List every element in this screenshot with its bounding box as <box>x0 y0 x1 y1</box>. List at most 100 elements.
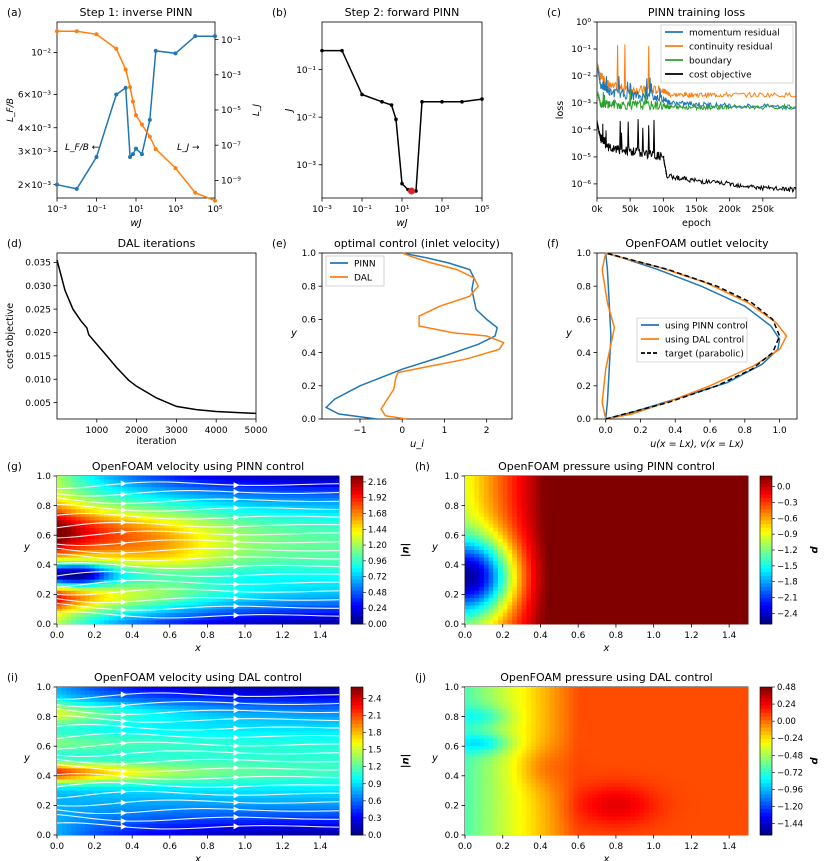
heatmap-cell <box>287 546 293 551</box>
heatmap-cell <box>75 513 81 518</box>
heatmap-cell <box>146 505 152 510</box>
colorbar-cell <box>351 479 363 484</box>
heatmap-cell <box>667 575 673 580</box>
heatmap-cell <box>488 487 494 492</box>
heatmap-cell <box>521 605 527 610</box>
heatmap-cell <box>582 616 589 621</box>
heatmap-cell <box>113 598 119 603</box>
heatmap-cell <box>235 590 241 595</box>
heatmap-cell <box>639 476 645 481</box>
heatmap-cell <box>601 501 607 506</box>
heatmap-cell <box>625 594 631 599</box>
heatmap-cell <box>507 579 513 584</box>
heatmap-cell <box>89 524 95 529</box>
heatmap-cell <box>526 538 532 543</box>
heatmap-cell <box>240 590 246 595</box>
heatmap-cell <box>113 568 119 573</box>
heatmap-cell <box>653 550 659 555</box>
heatmap-cell <box>465 572 471 577</box>
heatmap-cell <box>179 494 185 499</box>
heatmap-cell <box>263 487 269 492</box>
heatmap-cell <box>207 483 213 488</box>
heatmap-cell <box>85 616 91 621</box>
heatmap-cell <box>169 509 175 514</box>
heatmap-cell <box>653 620 659 625</box>
heatmap-cell <box>507 616 513 621</box>
heatmap-cell <box>667 520 673 525</box>
heatmap-cell <box>582 572 589 577</box>
streamline-arrow <box>233 588 240 595</box>
heatmap-cell <box>630 527 636 532</box>
heatmap-cell <box>254 564 260 569</box>
heatmap-cell <box>155 501 161 506</box>
heatmap-cell <box>160 612 166 617</box>
heatmap-cell <box>127 616 133 621</box>
heatmap-cell <box>334 583 340 588</box>
heatmap-cell <box>310 575 316 580</box>
data-point <box>440 100 444 104</box>
heatmap-cell <box>554 524 560 529</box>
heatmap-cell <box>507 561 513 566</box>
heatmap-cell <box>479 605 485 610</box>
heatmap-cell <box>207 583 213 588</box>
heatmap-cell <box>644 513 650 518</box>
heatmap-cell <box>61 546 67 551</box>
heatmap-cell <box>277 501 283 506</box>
heatmap-cell <box>573 612 579 617</box>
heatmap-cell <box>582 579 589 584</box>
heatmap-cell <box>198 505 204 510</box>
heatmap-cell <box>240 575 246 580</box>
heatmap-cell <box>469 579 475 584</box>
heatmap-cell <box>507 527 513 532</box>
heatmap-cell <box>634 616 640 621</box>
heatmap-cell <box>263 609 269 614</box>
heatmap-cell <box>160 487 166 492</box>
heatmap-cell <box>696 509 702 514</box>
heatmap-cell <box>165 538 171 543</box>
heatmap-cell <box>648 542 655 547</box>
heatmap-cell <box>324 509 330 514</box>
heatmap-cell <box>174 546 180 551</box>
heatmap-cell <box>315 520 321 525</box>
heatmap-cell <box>648 587 655 592</box>
heatmap-cell <box>75 601 81 606</box>
heatmap-cell <box>644 601 650 606</box>
heatmap-cell <box>146 564 152 569</box>
heatmap-cell <box>677 579 683 584</box>
heatmap-cell <box>474 550 480 555</box>
heatmap-cell <box>615 490 622 495</box>
heatmap-cell <box>573 524 579 529</box>
heatmap-cell <box>296 476 302 481</box>
heatmap-cell <box>202 498 208 503</box>
panel-g: OpenFOAM velocity using PINN control(g)0… <box>7 460 411 654</box>
heatmap-cell <box>705 590 711 595</box>
heatmap-cell <box>507 505 513 510</box>
heatmap-cell <box>179 612 185 617</box>
heatmap-cell <box>174 531 180 536</box>
heatmap-cell <box>549 509 556 514</box>
heatmap-cell <box>573 572 579 577</box>
heatmap-cell <box>658 483 664 488</box>
heatmap-cell <box>136 616 142 621</box>
heatmap-cell <box>587 583 593 588</box>
heatmap-cell <box>89 609 95 614</box>
heatmap-cell <box>531 612 537 617</box>
heatmap-cell <box>465 531 471 536</box>
heatmap-cell <box>493 601 499 606</box>
heatmap-cell <box>691 553 697 558</box>
heatmap-cell <box>141 594 147 599</box>
heatmap-cell <box>658 590 664 595</box>
heatmap-cell <box>146 483 152 488</box>
heatmap-cell <box>554 476 560 481</box>
heatmap-cell <box>672 531 678 536</box>
heatmap-cell <box>512 594 518 599</box>
heatmap-cell <box>582 498 589 503</box>
heatmap-cell <box>582 546 589 551</box>
heatmap-cell <box>611 490 617 495</box>
heatmap-cell <box>202 564 208 569</box>
heatmap-cell <box>677 524 683 529</box>
heatmap-cell <box>587 561 593 566</box>
heatmap-cell <box>183 616 189 621</box>
heatmap-cell <box>94 579 100 584</box>
heatmap-cell <box>545 538 551 543</box>
